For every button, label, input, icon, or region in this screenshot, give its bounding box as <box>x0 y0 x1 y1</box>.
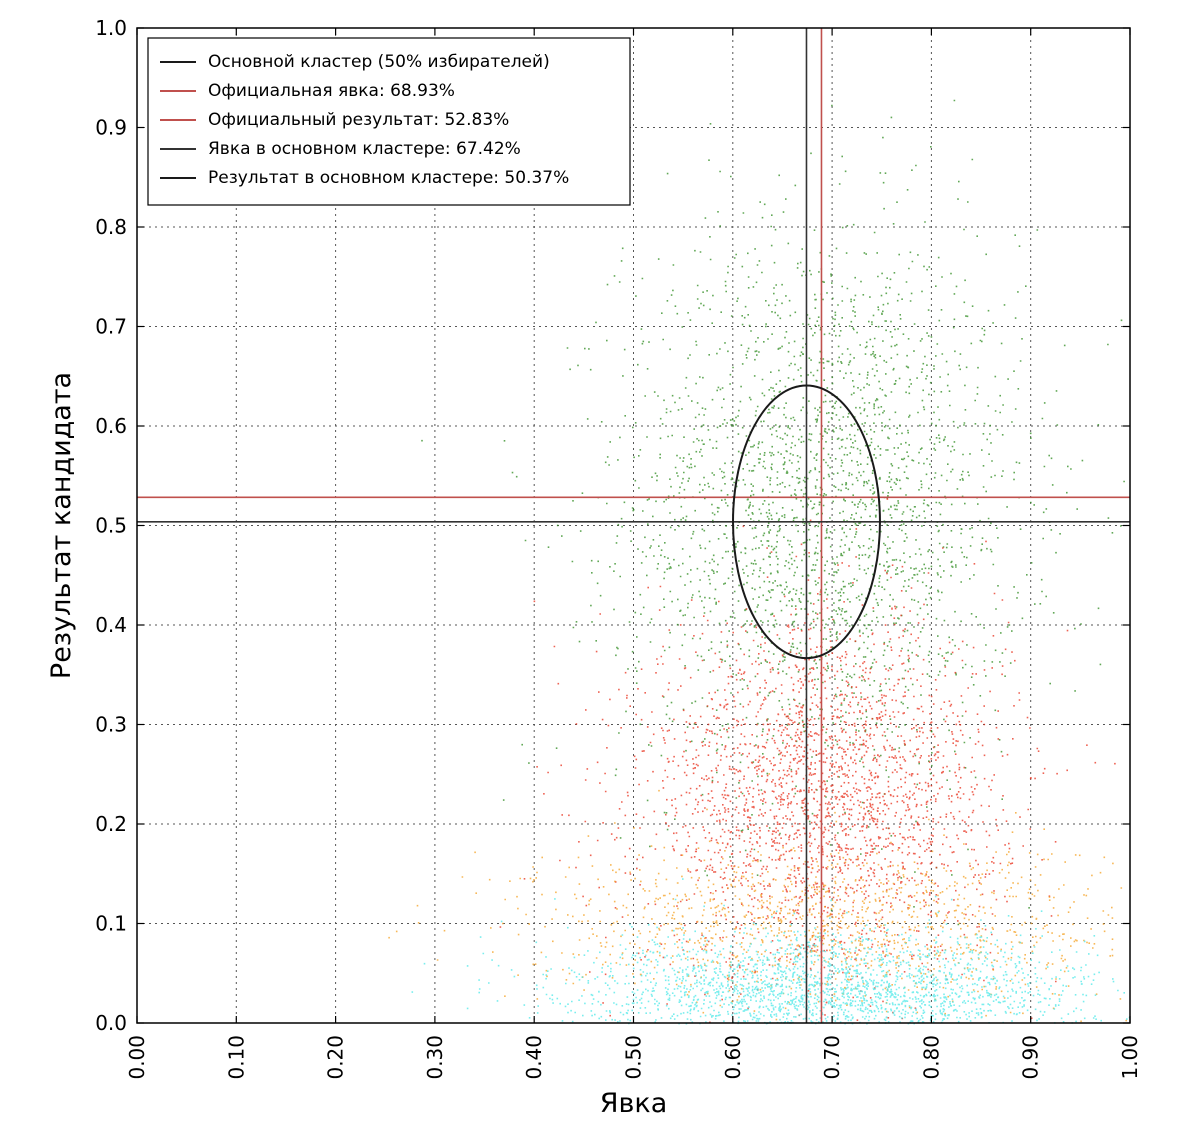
x-tick-label: 0.20 <box>324 1035 348 1080</box>
y-tick-label: 0.7 <box>95 315 127 339</box>
scatter-point-set <box>388 773 1127 1023</box>
y-tick-label: 0.8 <box>95 215 127 239</box>
y-tick-label: 0.3 <box>95 713 127 737</box>
y-tick-label: 0.6 <box>95 414 127 438</box>
x-tick-label: 0.80 <box>919 1035 943 1080</box>
legend-label: Официальная явка: 68.93% <box>208 81 455 101</box>
y-tick-label: 0.4 <box>95 613 127 637</box>
cluster-ellipse <box>731 384 881 660</box>
y-tick-label: 0.0 <box>95 1011 127 1035</box>
x-tick-label: 0.50 <box>622 1035 646 1080</box>
y-axis-title: Результат кандидата <box>46 372 77 679</box>
x-tick-label: 0.90 <box>1019 1035 1043 1080</box>
point-cloud <box>388 773 1127 1023</box>
legend-label: Результат в основном кластере: 50.37% <box>208 168 569 188</box>
x-axis-title: Явка <box>600 1088 668 1119</box>
x-tick-label: 0.30 <box>423 1035 447 1080</box>
x-tick-label: 0.70 <box>820 1035 844 1080</box>
y-tick-label: 0.5 <box>95 514 127 538</box>
legend-label: Официальный результат: 52.83% <box>208 110 509 130</box>
y-tick-label: 0.1 <box>95 912 127 936</box>
x-tick-label: 0.10 <box>224 1035 248 1080</box>
y-tick-label: 0.9 <box>95 116 127 140</box>
reference-lines <box>137 28 1130 1023</box>
x-tick-label: 0.40 <box>522 1035 546 1080</box>
x-tick-label: 1.00 <box>1118 1035 1142 1080</box>
cluster-ellipse-group <box>731 384 881 660</box>
legend-box <box>147 37 631 206</box>
legend-label: Основной кластер (50% избирателей) <box>208 52 550 72</box>
scatter-points <box>388 99 1131 1025</box>
y-tick-label: 1.0 <box>95 16 127 40</box>
legend: Основной кластер (50% избирателей) Официа… <box>147 37 631 206</box>
ticks: 0.00 0.10 0.20 0.30 0.40 0.50 0.60 0.70 0.80 0.90… <box>95 16 1142 1080</box>
legend-label: Явка в основном кластере: 67.42% <box>208 139 521 159</box>
y-tick-label: 0.2 <box>95 812 127 836</box>
x-tick-label: 0.00 <box>125 1035 149 1080</box>
x-tick-label: 0.60 <box>721 1035 745 1080</box>
grid <box>137 28 1130 1023</box>
